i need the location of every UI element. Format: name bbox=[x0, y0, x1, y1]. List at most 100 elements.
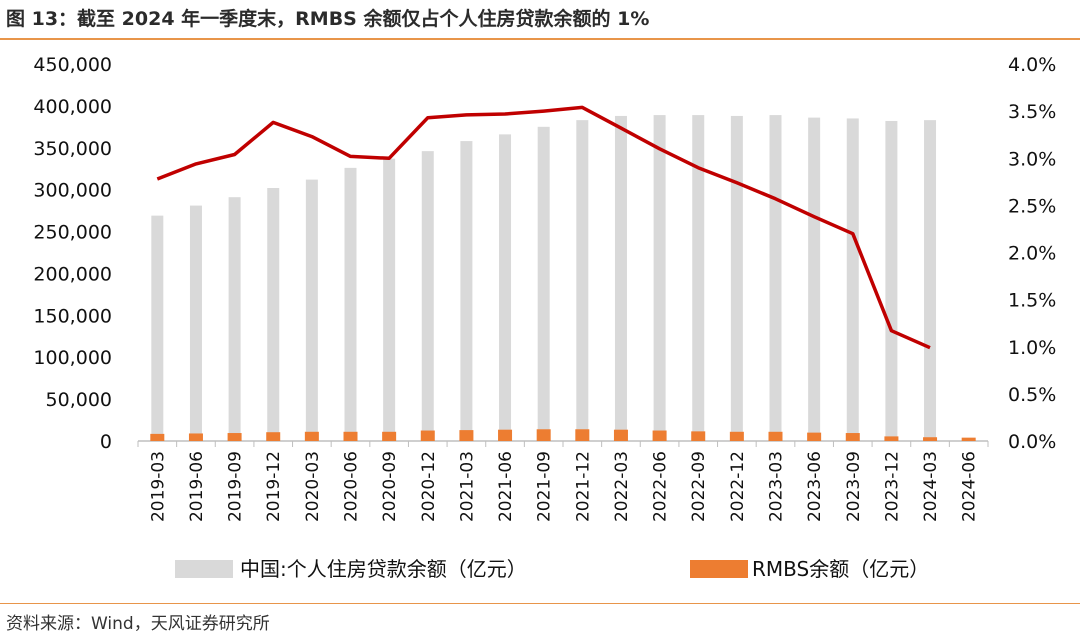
housing-loan-bar bbox=[267, 187, 280, 441]
rmbs-bar bbox=[266, 432, 281, 441]
rmbs-bars bbox=[150, 429, 976, 441]
housing-loan-bar bbox=[537, 126, 550, 441]
rmbs-bar bbox=[575, 429, 590, 441]
rmbs-bar bbox=[884, 436, 899, 441]
x-tick-label: 2021-12 bbox=[573, 451, 593, 522]
x-tick-label: 2019-09 bbox=[226, 451, 246, 522]
x-tick-label: 2023-03 bbox=[767, 451, 787, 522]
left-tick-label: 250,000 bbox=[33, 222, 112, 244]
x-tick-label: 2022-03 bbox=[612, 451, 632, 522]
right-tick-label: 3.0% bbox=[1008, 148, 1056, 170]
left-tick-label: 300,000 bbox=[33, 180, 112, 202]
housing-loan-bar bbox=[305, 179, 318, 441]
x-tick-label: 2022-09 bbox=[689, 451, 709, 522]
housing-loan-bars bbox=[151, 115, 937, 442]
right-tick-label: 1.0% bbox=[1008, 337, 1056, 359]
rmbs-bar bbox=[923, 437, 938, 441]
left-tick-label: 200,000 bbox=[33, 263, 112, 285]
rmbs-bar bbox=[536, 429, 551, 441]
x-axis-labels: 2019-03 2019-06 2019-09 2019-12 2020-03 2020-… bbox=[148, 451, 979, 522]
left-tick-label: 450,000 bbox=[33, 54, 112, 76]
rmbs-bar bbox=[343, 431, 358, 441]
x-tick-label: 2023-09 bbox=[844, 451, 864, 522]
housing-loan-bar bbox=[383, 158, 396, 441]
x-tick-label: 2020-12 bbox=[419, 451, 439, 522]
housing-loan-bar bbox=[730, 115, 743, 441]
housing-loan-bar bbox=[576, 120, 589, 442]
x-tick-label: 2022-06 bbox=[651, 451, 671, 522]
right-tick-label: 1.5% bbox=[1008, 290, 1056, 312]
right-tick-label: 2.0% bbox=[1008, 243, 1056, 265]
rmbs-bar bbox=[768, 431, 783, 441]
footer-divider bbox=[0, 603, 1080, 604]
x-tick-label: 2019-06 bbox=[187, 451, 207, 522]
rmbs-bar bbox=[382, 431, 397, 441]
rmbs-bar bbox=[729, 431, 744, 441]
left-tick-label: 400,000 bbox=[33, 96, 112, 118]
housing-loan-bar bbox=[614, 115, 627, 441]
right-axis-ticks: 0.0% 0.5% 1.0% 1.5% 2.0% 2.5% 3.0% 3.5% 4.0% bbox=[1008, 54, 1056, 453]
left-tick-label: 50,000 bbox=[46, 389, 112, 411]
figure-title: 图 13：截至 2024 年一季度末，RMBS 余额仅占个人住房贷款余额的 1% bbox=[6, 8, 650, 30]
housing-loan-bar bbox=[151, 215, 164, 441]
housing-loan-bar bbox=[924, 120, 937, 442]
housing-loan-bar bbox=[846, 118, 859, 441]
legend-label-rmbs: RMBS余额（亿元） bbox=[752, 557, 929, 581]
title-divider bbox=[0, 38, 1080, 40]
x-tick-label: 2023-06 bbox=[805, 451, 825, 522]
housing-loan-bar bbox=[421, 151, 434, 441]
rmbs-bar bbox=[498, 429, 513, 441]
x-tick-label: 2021-03 bbox=[457, 451, 477, 522]
housing-loan-bar bbox=[808, 117, 821, 442]
rmbs-bar bbox=[961, 437, 976, 441]
left-tick-label: 0 bbox=[100, 431, 112, 453]
housing-loan-bar bbox=[189, 205, 202, 441]
x-tick-label: 2019-03 bbox=[148, 451, 168, 522]
left-tick-label: 350,000 bbox=[33, 138, 112, 160]
rmbs-bar bbox=[652, 430, 667, 441]
x-tick-label: 2023-12 bbox=[882, 451, 902, 522]
rmbs-bar bbox=[807, 432, 822, 441]
x-tick-label: 2019-12 bbox=[264, 451, 284, 522]
rmbs-bar bbox=[459, 430, 474, 441]
legend-swatch-housing-loan bbox=[175, 560, 233, 578]
x-tick-label: 2024-06 bbox=[960, 451, 980, 522]
right-tick-label: 0.0% bbox=[1008, 431, 1056, 453]
x-tick-label: 2020-06 bbox=[342, 451, 362, 522]
x-tick-label: 2024-03 bbox=[921, 451, 941, 522]
housing-loan-bar bbox=[460, 141, 473, 441]
rmbs-bar bbox=[691, 431, 706, 441]
rmbs-bar bbox=[304, 431, 319, 441]
housing-loan-bar bbox=[228, 197, 241, 441]
right-tick-label: 2.5% bbox=[1008, 195, 1056, 217]
right-tick-label: 3.5% bbox=[1008, 101, 1056, 123]
legend-swatch-rmbs bbox=[690, 560, 748, 578]
housing-loan-bar bbox=[499, 134, 512, 441]
rmbs-bar bbox=[227, 433, 242, 441]
x-tick-label: 2021-09 bbox=[535, 451, 555, 522]
ratio-line bbox=[156, 105, 931, 350]
rmbs-bar bbox=[845, 433, 860, 441]
housing-loan-bar bbox=[653, 115, 666, 442]
housing-loan-bar bbox=[692, 115, 705, 442]
legend: 中国:个人住房贷款余额（亿元） RMBS余额（亿元） bbox=[175, 557, 929, 581]
x-tick-label: 2021-06 bbox=[496, 451, 516, 522]
left-tick-label: 150,000 bbox=[33, 305, 112, 327]
rmbs-bar bbox=[150, 433, 165, 441]
legend-label-housing-loan: 中国:个人住房贷款余额（亿元） bbox=[240, 557, 527, 581]
left-tick-label: 100,000 bbox=[33, 347, 112, 369]
housing-loan-bar bbox=[769, 115, 782, 442]
housing-loan-bar bbox=[344, 167, 357, 441]
x-axis-ticks bbox=[137, 441, 989, 447]
rmbs-bar bbox=[420, 430, 435, 441]
x-tick-label: 2022-12 bbox=[728, 451, 748, 522]
right-tick-label: 0.5% bbox=[1008, 384, 1056, 406]
x-tick-label: 2020-09 bbox=[380, 451, 400, 522]
rmbs-bar bbox=[188, 433, 203, 441]
source-note: 资料来源：Wind，天风证券研究所 bbox=[6, 614, 270, 634]
right-tick-label: 4.0% bbox=[1008, 54, 1056, 76]
housing-loan-bar bbox=[885, 120, 898, 442]
left-axis-ticks: 0 50,000 100,000 150,000 200,000 250,000 300,0… bbox=[33, 54, 112, 453]
x-tick-label: 2020-03 bbox=[303, 451, 323, 522]
rmbs-bar bbox=[613, 429, 628, 441]
